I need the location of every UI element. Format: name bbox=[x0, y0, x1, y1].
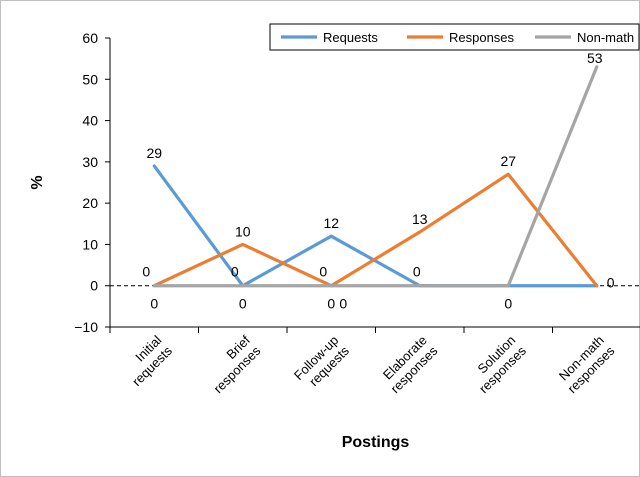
legend-entry-label: Non-math bbox=[577, 30, 634, 45]
data-label: 0 bbox=[339, 296, 347, 312]
legend-entry-label: Responses bbox=[449, 30, 515, 45]
legend-box bbox=[269, 23, 640, 51]
y-tick-label: −10 bbox=[74, 319, 98, 335]
data-label: 0 bbox=[142, 264, 150, 280]
legend: Requests Responses Non-math bbox=[269, 23, 640, 51]
data-label: 0 bbox=[327, 296, 335, 312]
y-axis-title: % bbox=[29, 175, 46, 189]
series-line-non-math bbox=[152, 65, 599, 288]
data-label: 0 bbox=[150, 296, 158, 312]
data-label: 0 bbox=[413, 264, 421, 280]
data-label: 53 bbox=[587, 50, 603, 66]
series-line-requests bbox=[152, 164, 599, 288]
y-tick-label: 20 bbox=[82, 195, 98, 211]
data-label: 13 bbox=[412, 211, 428, 227]
series-lines bbox=[152, 65, 599, 288]
data-label: 0 bbox=[504, 296, 512, 312]
series-line-responses bbox=[152, 172, 599, 288]
y-tick-label: 10 bbox=[82, 236, 98, 252]
data-label: 0 bbox=[607, 275, 615, 291]
y-tick-label: 50 bbox=[82, 71, 98, 87]
data-label: 0 bbox=[231, 264, 239, 280]
x-axis-title: Postings bbox=[342, 434, 410, 451]
y-tick-label: 30 bbox=[82, 154, 98, 170]
data-label: 29 bbox=[146, 145, 162, 161]
y-tick-label: 0 bbox=[90, 278, 98, 294]
data-label: 27 bbox=[500, 153, 516, 169]
data-label: 0 bbox=[239, 296, 247, 312]
legend-entry-label: Requests bbox=[323, 30, 378, 45]
data-label: 12 bbox=[323, 215, 339, 231]
y-tick-label: 40 bbox=[82, 113, 98, 129]
y-tick-label: 60 bbox=[82, 30, 98, 46]
data-label: 0 bbox=[319, 264, 327, 280]
data-label: 10 bbox=[235, 223, 251, 239]
